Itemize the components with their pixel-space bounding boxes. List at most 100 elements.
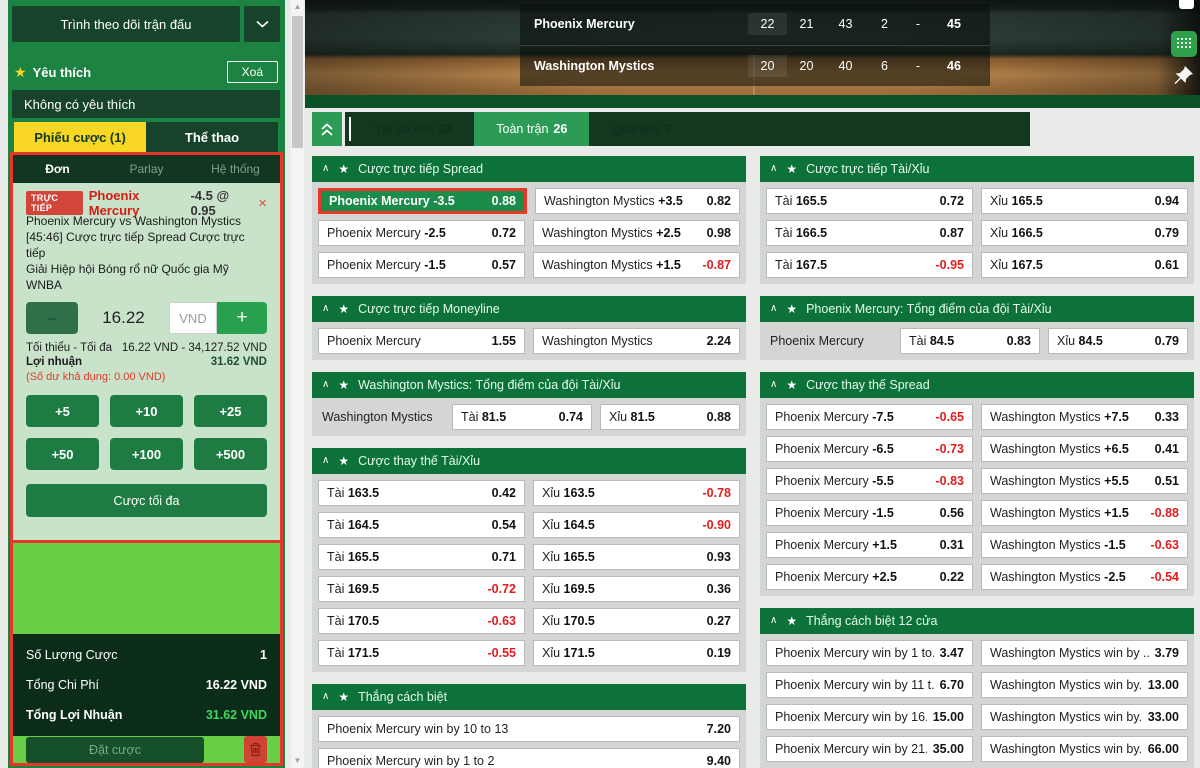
odds-button[interactable]: Washington Mystics +6.5 0.41 [981,436,1188,462]
odds-button[interactable]: Phoenix Mercury win by 10 to 13 7.20 [318,716,740,742]
odds-button[interactable]: Xỉu 169.5 0.36 [533,576,740,602]
favorite-star-icon[interactable]: ★ [338,302,350,316]
market-header[interactable]: ∧ ★ Cược trực tiếp Tài/Xỉu [760,156,1194,182]
quick-add-button[interactable]: +500 [194,438,267,470]
favorite-star-icon[interactable]: ★ [338,378,350,392]
vertical-scrollbar[interactable]: ▲ ▼ [291,0,304,768]
scroll-up-arrow[interactable]: ▲ [293,2,302,11]
odds-button[interactable]: Phoenix Mercury +2.5 0.22 [766,564,973,590]
tracker-toggle-button[interactable] [244,6,280,42]
quick-add-button[interactable]: +10 [110,395,183,427]
stake-value-input[interactable]: 16.22 [102,308,145,327]
odds-button[interactable]: Xỉu 165.5 0.93 [533,544,740,570]
odds-button[interactable]: Phoenix Mercury -5.5 -0.83 [766,468,973,494]
odds-button[interactable]: Washington Mystics -2.5 -0.54 [981,564,1188,590]
max-bet-button[interactable]: Cược tối đa [26,484,267,517]
odds-button[interactable]: Xỉu 166.5 0.79 [981,220,1188,246]
clear-favorites-button[interactable]: Xoá [226,61,278,83]
odds-button[interactable]: Tài 81.5 0.74 [452,404,592,430]
odds-button[interactable]: Phoenix Mercury -6.5 -0.73 [766,436,973,462]
market-header[interactable]: ∧ ★ Thắng cách biệt [312,684,746,710]
increase-stake-button[interactable]: + [217,302,267,334]
favorite-star-icon[interactable]: ★ [338,690,350,704]
close-icon[interactable]: × [258,194,267,212]
market-header[interactable]: ∧ ★ Cược trực tiếp Moneyline [312,296,746,322]
favorite-star-icon[interactable]: ★ [338,162,350,176]
tab-betslip[interactable]: Phiếu cược (1) [14,122,146,152]
match-tracker-button[interactable]: Trình theo dõi trận đấu [12,6,240,42]
odds-button[interactable]: Phoenix Mercury +1.5 0.31 [766,532,973,558]
odds-button[interactable]: Phoenix Mercury win by 1 to 2 9.40 [318,748,740,768]
chevron-up-icon[interactable]: ∧ [322,691,330,702]
odds-button[interactable]: Tài 171.5 -0.55 [318,640,525,666]
odds-button[interactable]: Xỉu 167.5 0.61 [981,252,1188,278]
quick-add-button[interactable]: +5 [26,395,99,427]
collapse-all-button[interactable] [312,112,342,146]
odds-button[interactable]: Washington Mystics win by ... 3.79 [981,640,1188,666]
market-header[interactable]: ∧ ★ Washington Mystics: Tổng điểm của đội … [312,372,746,398]
chevron-up-icon[interactable]: ∧ [322,303,330,314]
odds-button[interactable]: Washington Mystics +2.5 0.98 [533,220,740,246]
odds-button[interactable]: Tài 164.5 0.54 [318,512,525,538]
scrollbar-thumb[interactable] [292,16,303,148]
odds-button[interactable]: Washington Mystics win by... 33.00 [981,704,1188,730]
chevron-up-icon[interactable]: ∧ [770,615,778,626]
odds-button[interactable]: Tài 166.5 0.87 [766,220,973,246]
odds-button[interactable]: Washington Mystics +7.5 0.33 [981,404,1188,430]
chevron-up-icon[interactable]: ∧ [322,379,330,390]
odds-button[interactable]: Xỉu 84.5 0.79 [1048,328,1188,354]
odds-button[interactable]: Washington Mystics +1.5 -0.88 [981,500,1188,526]
odds-button[interactable]: Washington Mystics +1.5 -0.87 [533,252,740,278]
odds-button[interactable]: Xỉu 165.5 0.94 [981,188,1188,214]
odds-button[interactable]: Tài 165.5 0.72 [766,188,973,214]
odds-button[interactable]: Phoenix Mercury win by 1 to... 3.47 [766,640,973,666]
odds-button[interactable]: Tài 163.5 0.42 [318,480,525,506]
odds-button[interactable]: Washington Mystics win by... 13.00 [981,672,1188,698]
market-header[interactable]: ∧ ★ Cược thay thế Spread [760,372,1194,398]
odds-button[interactable]: Washington Mystics -1.5 -0.63 [981,532,1188,558]
chevron-up-icon[interactable]: ∧ [322,455,330,466]
pin-button[interactable] [1173,64,1195,88]
favorite-star-icon[interactable]: ★ [338,454,350,468]
odds-button[interactable]: Tài 170.5 -0.63 [318,608,525,634]
odds-button[interactable]: Xỉu 164.5 -0.90 [533,512,740,538]
odds-button[interactable]: Phoenix Mercury -3.5 0.88 [318,188,527,214]
favorite-star-icon[interactable]: ★ [786,378,798,392]
market-header[interactable]: ∧ ★ Thắng cách biệt 12 cửa [760,608,1194,634]
odds-button[interactable]: Tài 167.5 -0.95 [766,252,973,278]
place-bet-button[interactable]: Đặt cược [26,736,204,763]
market-header[interactable]: ∧ ★ Cược thay thế Tài/Xỉu [312,448,746,474]
scroll-down-arrow[interactable]: ▼ [293,756,302,765]
odds-button[interactable]: Phoenix Mercury -2.5 0.72 [318,220,525,246]
market-header[interactable]: ∧ ★ Cược trực tiếp Spread [312,156,746,182]
odds-button[interactable]: Phoenix Mercury -7.5 -0.65 [766,404,973,430]
chevron-up-icon[interactable]: ∧ [770,163,778,174]
chevron-up-icon[interactable]: ∧ [322,163,330,174]
tab-sports[interactable]: Thể thao [146,122,278,152]
filter-tab-toàn-trận[interactable]: Toàn trận 26 [474,112,590,146]
tab-parlay[interactable]: Parlay [129,162,164,176]
odds-button[interactable]: Xỉu 170.5 0.27 [533,608,740,634]
tab-system[interactable]: Hệ thống [211,162,260,176]
odds-button[interactable]: Washington Mystics win by... 66.00 [981,736,1188,762]
odds-button[interactable]: Xỉu 163.5 -0.78 [533,480,740,506]
chevron-up-icon[interactable]: ∧ [770,303,778,314]
filter-tab-tất-cả-kèo[interactable]: Tất cả kèo 33 [353,112,474,146]
odds-button[interactable]: Phoenix Mercury win by 21... 35.00 [766,736,973,762]
favorite-star-icon[interactable]: ★ [786,162,798,176]
quick-add-button[interactable]: +50 [26,438,99,470]
favorite-star-icon[interactable]: ★ [786,614,798,628]
odds-button[interactable]: Tài 84.5 0.83 [900,328,1040,354]
filter-tab-quarters[interactable]: Quarters 7 [589,112,694,146]
market-header[interactable]: ∧ ★ Phoenix Mercury: Tổng điểm của đội Tài… [760,296,1194,322]
odds-button[interactable]: Tài 165.5 0.71 [318,544,525,570]
odds-button[interactable]: Washington Mystics 2.24 [533,328,740,354]
decrease-stake-button[interactable]: – [26,302,78,334]
odds-button[interactable]: Xỉu 81.5 0.88 [600,404,740,430]
odds-button[interactable]: Xỉu 171.5 0.19 [533,640,740,666]
quick-add-button[interactable]: +25 [194,395,267,427]
stats-view-button[interactable] [1171,31,1197,57]
odds-button[interactable]: Washington Mystics +3.5 0.82 [535,188,740,214]
odds-button[interactable]: Tài 169.5 -0.72 [318,576,525,602]
favorite-star-icon[interactable]: ★ [786,302,798,316]
